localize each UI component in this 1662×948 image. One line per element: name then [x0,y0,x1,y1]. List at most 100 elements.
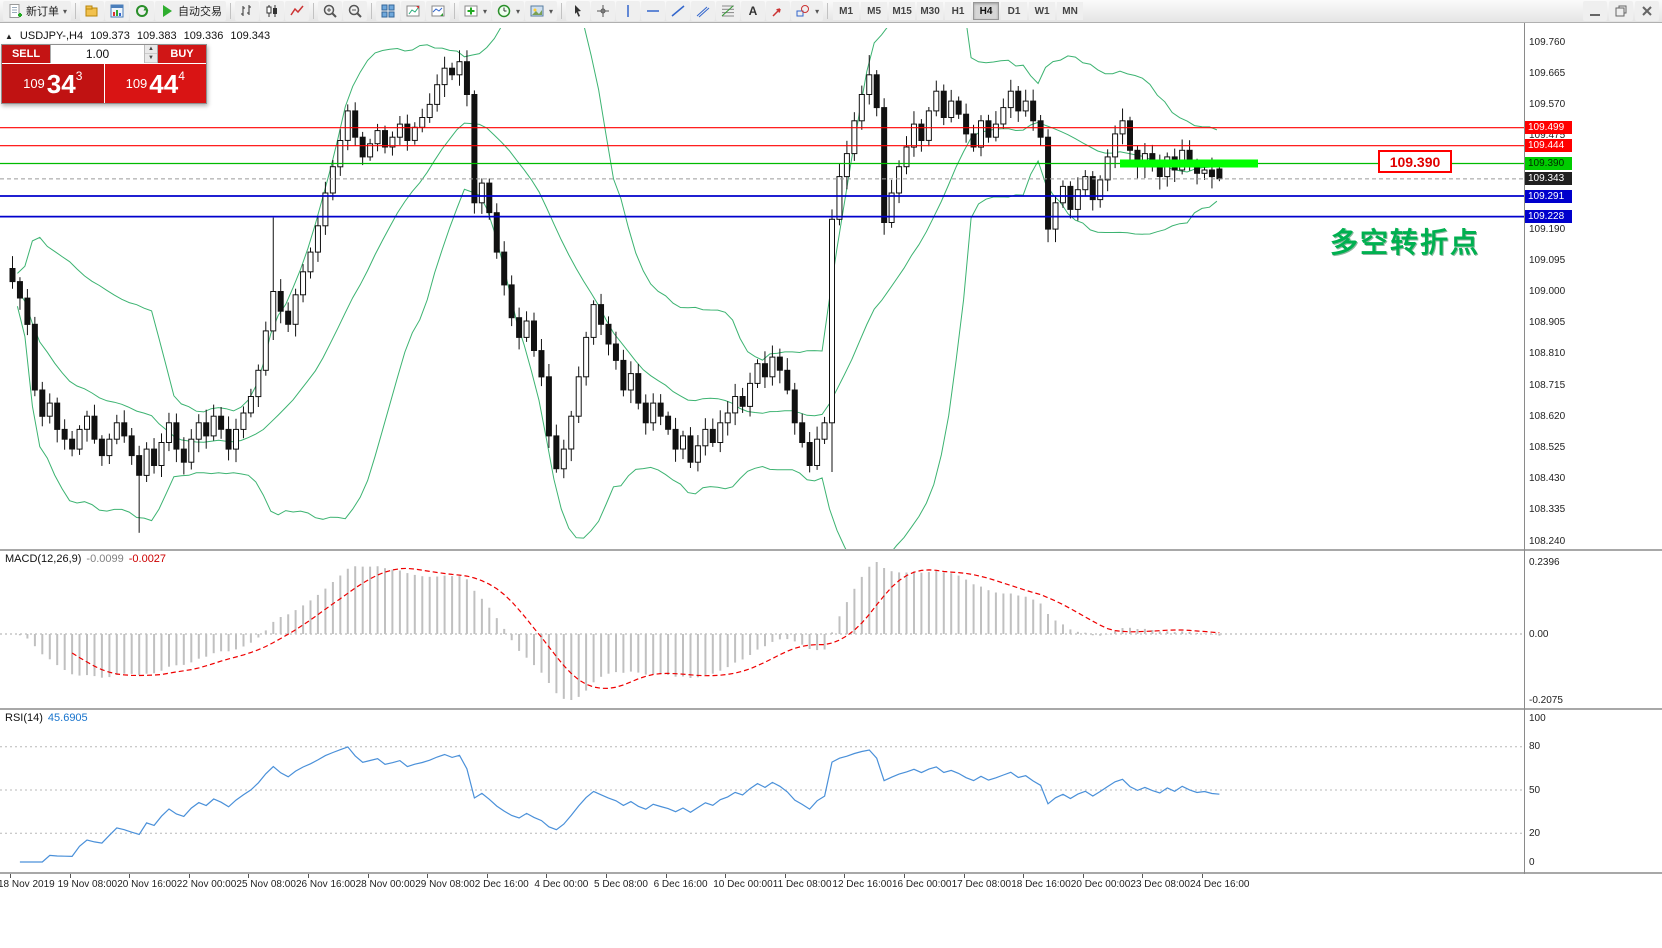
trendline-icon[interactable] [666,1,691,21]
volume-down-button[interactable]: ▼ [145,54,157,63]
one-click-trading-panel: SELL 1.00 ▲ ▼ BUY 109 34 3 109 44 4 [1,44,207,104]
zoom-out-icon[interactable] [343,1,368,21]
bar-chart-icon [239,3,255,19]
volume-up-button[interactable]: ▲ [145,45,157,54]
time-axis-tick [904,874,905,878]
close-window-icon[interactable] [1635,1,1659,21]
y-axis-tick: 109.760 [1529,36,1566,48]
autotrading-button[interactable]: 自动交易 [155,1,227,21]
sell-header[interactable]: SELL [2,45,50,63]
macd-scale-label: 0.2396 [1529,556,1560,568]
shapes-icon [795,3,811,19]
bollinger-bands [16,28,1218,549]
timeframe-H4[interactable]: H4 [973,2,1000,20]
auto-arrange-icon[interactable] [401,1,426,21]
periods-icon[interactable]: ▾ [492,1,525,21]
new-order-button[interactable]: 新订单 ▾ [3,1,72,21]
y-axis-tick: 109.095 [1529,254,1566,266]
zoom-out-icon [347,3,363,19]
macd-name: MACD(12,26,9) [5,553,82,565]
time-axis-label: 20 Nov 16:00 [117,879,177,890]
shapes-icon[interactable]: ▾ [791,1,824,21]
price-note-label[interactable]: 109.390 [1378,150,1452,173]
sell-price-pipette: 3 [75,68,83,83]
y-axis-tick: 108.905 [1529,317,1566,329]
time-axis-tick [665,874,667,878]
annotation-text[interactable]: 多空转折点 [1330,227,1481,258]
macd-label: MACD(12,26,9) -0.0099 -0.0027 [5,553,166,565]
rsi-scale-label: 50 [1529,784,1541,796]
collapse-panel-icon[interactable]: ▲ [5,31,13,41]
timeframe-M15[interactable]: M15 [889,2,916,20]
panel-separator[interactable] [0,549,1662,551]
sell-button[interactable]: 109 34 3 [2,64,104,103]
fibonacci-icon[interactable] [716,1,741,21]
buy-button[interactable]: 109 44 4 [104,64,206,103]
chevron-down-icon: ▾ [549,6,554,16]
time-axis-tick [963,874,965,878]
buy-price-big: 44 [149,68,179,99]
time-axis-tick [725,874,727,878]
y-axis-tick: 108.810 [1529,348,1566,360]
channel-icon[interactable] [691,1,716,21]
panel-separator[interactable] [0,708,1662,710]
timeframe-M1[interactable]: M1 [833,2,860,20]
profiles-icon[interactable] [80,1,105,21]
zoom-in-icon[interactable] [318,1,343,21]
autotrading-button [159,3,175,19]
highlight-trendline[interactable] [1120,159,1258,168]
timeframe-D1[interactable]: D1 [1001,2,1028,20]
timeframe-M5[interactable]: M5 [861,2,888,20]
time-axis-separator [0,872,1662,874]
time-axis-label: 29 Nov 08:00 [415,879,475,890]
toolbar-separator [561,3,563,19]
time-axis-label: 22 Nov 00:00 [176,879,237,890]
chart-window[interactable]: ▲ USDJPY-,H4 109.373 109.383 109.336 109… [0,23,1662,948]
text-icon[interactable]: A [741,1,766,21]
timeframe-W1[interactable]: W1 [1029,2,1056,20]
y-axis-tick: 109.570 [1529,98,1566,110]
cursor-icon[interactable] [566,1,591,21]
rsi-value: 45.6905 [47,712,88,724]
vertical-line-icon [620,3,636,19]
horizontal-line-icon[interactable] [641,1,666,21]
timeframe-MN[interactable]: MN [1057,2,1084,20]
profiles-icon [84,3,100,19]
time-axis-label: 17 Dec 08:00 [951,879,1012,890]
indicators-icon[interactable]: ▾ [459,1,492,21]
time-axis-tick [844,874,846,878]
trendline-icon [670,3,686,19]
refresh-icon[interactable] [130,1,155,21]
tile-windows-icon[interactable] [376,1,401,21]
candlestick-chart-icon[interactable] [260,1,285,21]
time-axis-tick [1142,874,1144,878]
minimize-window-icon[interactable] [1583,1,1607,21]
templates-icon[interactable]: ▾ [525,1,558,21]
buy-header[interactable]: BUY [158,45,206,63]
y-axis-tick: 109.190 [1529,223,1566,235]
candlestick-chart-icon [264,3,280,19]
arrows-icon[interactable] [766,1,791,21]
bar-chart-icon[interactable] [235,1,260,21]
chart-shift-icon[interactable] [426,1,451,21]
arrows-icon [770,3,786,19]
timeframe-M30[interactable]: M30 [917,2,944,20]
volume-field[interactable]: 1.00 ▲ ▼ [50,45,158,63]
timeframe-H1[interactable]: H1 [945,2,972,20]
line-chart-icon[interactable] [285,1,310,21]
rsi-indicator-pane[interactable] [0,710,1524,872]
macd-indicator-pane[interactable] [0,551,1524,708]
time-axis-label: 16 Dec 00:00 [892,879,952,890]
y-axis-tick: 108.430 [1529,473,1566,485]
vertical-line-icon[interactable] [616,1,641,21]
charts-window-icon[interactable] [105,1,130,21]
chevron-down-icon: ▾ [815,6,820,16]
crosshair-icon[interactable] [591,1,616,21]
ohlc-high: 109.383 [136,30,177,42]
main-price-chart[interactable] [0,28,1524,549]
sell-price-prefix: 109 [23,76,45,91]
restore-window-icon[interactable] [1609,1,1633,21]
buy-price-prefix: 109 [125,76,148,91]
price-level-tag: 109.499 [1525,121,1572,135]
y-axis-tick: 108.715 [1529,379,1566,391]
